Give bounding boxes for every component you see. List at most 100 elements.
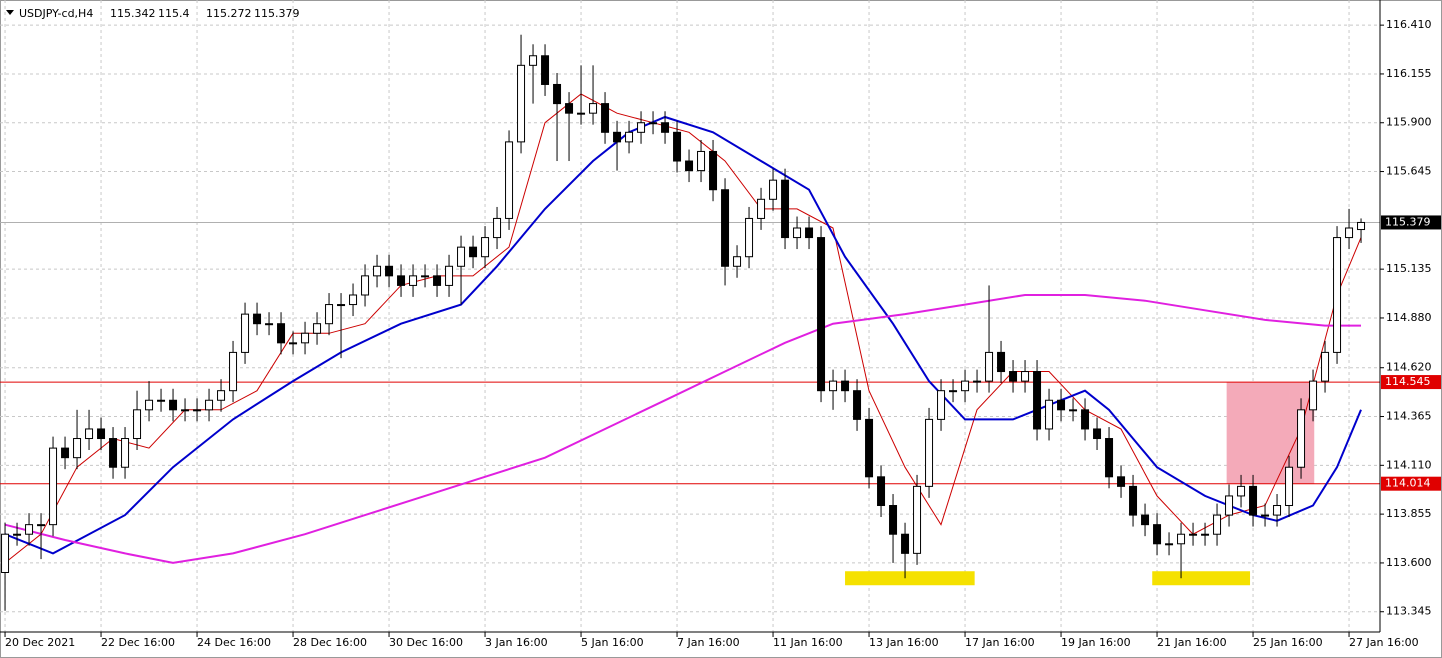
candle-body: [709, 150, 718, 191]
candle-body: [649, 122, 658, 125]
candle-body: [25, 524, 34, 535]
candle-body: [1309, 380, 1318, 411]
candle-body: [13, 533, 22, 536]
level-label-box: [1381, 375, 1441, 390]
candle-body: [1249, 485, 1258, 516]
candle-body: [877, 476, 886, 507]
y-tick-label: 113.345: [1386, 605, 1432, 618]
candle-body: [349, 294, 358, 306]
x-tick-label: 21 Jan 16:00: [1157, 636, 1227, 649]
candle-body: [1189, 533, 1198, 536]
candle-body: [1153, 524, 1162, 545]
candle-body: [1357, 221, 1366, 231]
candle-body: [661, 122, 670, 133]
candle-body: [193, 409, 202, 412]
candle-body: [745, 217, 754, 258]
candle-body: [1129, 485, 1138, 516]
candle-body: [397, 275, 406, 286]
ohlc-high: 115.4: [158, 7, 190, 20]
candle-body: [1093, 428, 1102, 440]
x-tick-label: 28 Dec 16:00: [293, 636, 367, 649]
moving-average: [4, 294, 1361, 564]
candle-body: [961, 380, 970, 392]
candle-body: [1069, 409, 1078, 412]
ohlc-close: 115.379: [254, 7, 300, 20]
x-tick-label: 30 Dec 16:00: [389, 636, 463, 649]
y-tick-label: 113.600: [1386, 556, 1432, 569]
candle-body: [157, 399, 166, 402]
candle-body: [73, 438, 82, 459]
y-tick-label: 114.110: [1386, 458, 1432, 471]
candle-body: [217, 390, 226, 401]
x-tick-label: 13 Jan 16:00: [869, 636, 939, 649]
x-tick-label: 3 Jan 16:00: [485, 636, 548, 649]
candle-body: [109, 438, 118, 468]
candle-body: [289, 342, 298, 345]
candle-body: [421, 275, 430, 278]
x-tick-label: 19 Jan 16:00: [1061, 636, 1131, 649]
candle-body: [541, 55, 550, 85]
candle-body: [913, 485, 922, 554]
y-tick-label: 114.365: [1386, 410, 1432, 423]
candle-body: [829, 380, 838, 392]
candle-body: [685, 160, 694, 172]
candle-body: [1165, 543, 1174, 546]
candle-body: [625, 131, 634, 143]
candle-body: [733, 256, 742, 267]
candle-body: [1105, 438, 1114, 478]
candle-body: [301, 332, 310, 344]
y-tick-label: 115.645: [1386, 165, 1432, 178]
candle-body: [337, 304, 346, 307]
candle-body: [889, 505, 898, 535]
x-tick-label: 27 Jan 16:00: [1349, 636, 1419, 649]
candle-body: [1117, 476, 1126, 487]
candle-body: [985, 351, 994, 382]
candle-body: [385, 265, 394, 277]
candle-body: [121, 438, 130, 468]
candle-body: [277, 323, 286, 344]
candle-body: [457, 246, 466, 267]
candle-body: [1273, 505, 1282, 516]
candle-body: [61, 447, 70, 459]
candle-body: [85, 428, 94, 440]
level-label-box: [1381, 476, 1441, 491]
candle-body: [325, 304, 334, 325]
x-tick-label: 5 Jan 16:00: [581, 636, 644, 649]
candle-body: [145, 399, 154, 411]
candle-body: [865, 418, 874, 478]
moving-average: [4, 115, 1362, 555]
highlight: [845, 571, 975, 586]
y-tick-label: 114.620: [1386, 361, 1432, 374]
candle-body: [1009, 371, 1018, 382]
candle-body: [697, 150, 706, 172]
candle-body: [1333, 237, 1342, 353]
moving-average: [4, 93, 1362, 564]
candle-body: [1045, 399, 1054, 430]
candle-body: [1, 533, 10, 573]
candle-body: [937, 390, 946, 420]
candle-body: [589, 103, 598, 114]
candle-body: [1081, 409, 1090, 430]
highlight: [1152, 571, 1251, 586]
candle-body: [445, 265, 454, 286]
candle-body: [805, 227, 814, 239]
candle-body: [997, 351, 1006, 373]
x-tick-label: 22 Dec 16:00: [101, 636, 175, 649]
menu-arrow[interactable]: [6, 10, 14, 15]
x-tick-label: 7 Jan 16:00: [677, 636, 740, 649]
y-tick-label: 116.410: [1386, 18, 1432, 31]
level-label: 114.545: [1385, 375, 1431, 388]
x-tick-label: 20 Dec 2021: [5, 636, 75, 649]
candle-body: [973, 380, 982, 383]
candle-body: [1057, 399, 1066, 411]
candle-body: [133, 409, 142, 440]
candle-body: [229, 351, 238, 392]
x-tick-label: 17 Jan 16:00: [965, 636, 1035, 649]
candle-body: [781, 179, 790, 239]
price-label-box: [1381, 215, 1441, 230]
y-tick-label: 115.135: [1386, 262, 1432, 275]
candle-body: [517, 64, 526, 143]
candle-body: [853, 390, 862, 420]
